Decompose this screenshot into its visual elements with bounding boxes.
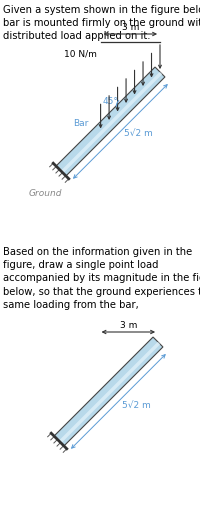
Polygon shape [56,67,165,176]
Text: Given a system shown in the figure below, a
bar is mounted firmly on the ground : Given a system shown in the figure below… [3,5,200,41]
Polygon shape [54,337,163,446]
Text: 3 m: 3 m [122,23,139,32]
Text: Bar: Bar [73,119,89,128]
Polygon shape [61,72,162,173]
Text: Based on the information given in the
figure, draw a single point load
accompani: Based on the information given in the fi… [3,247,200,310]
Text: Ground: Ground [29,189,63,198]
Text: 10 N/m: 10 N/m [64,50,97,58]
Text: 45°: 45° [102,97,118,105]
Text: 3 m: 3 m [120,321,137,330]
Text: 5√2 m: 5√2 m [124,129,153,138]
Text: 5√2 m: 5√2 m [122,401,151,410]
Polygon shape [59,342,160,443]
